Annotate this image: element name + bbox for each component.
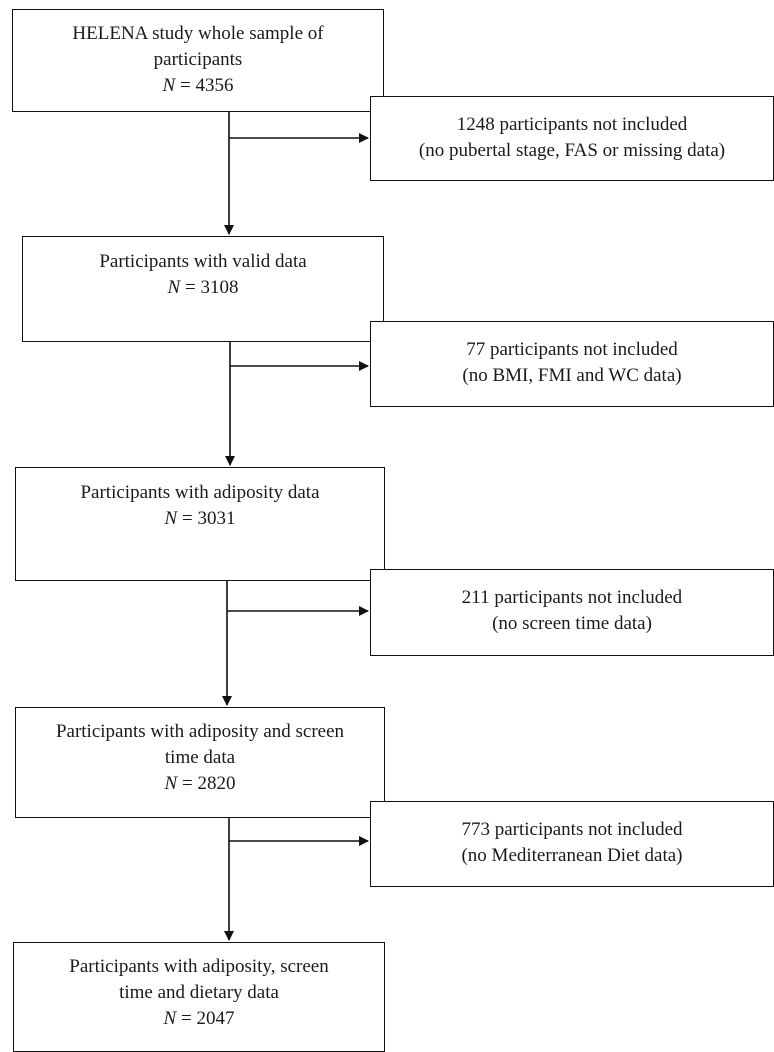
n-value: = 3108 (184, 277, 239, 298)
exclusion-reason: (no Mediterranean Diet data) (461, 845, 683, 866)
exclusion-count: 77 participants not included (466, 339, 678, 360)
n-label: N (163, 1008, 177, 1029)
sample-size: N = 4356 (13, 73, 383, 99)
box-text-line: Participants with adiposity and screen (55, 721, 345, 742)
sample-size: N = 3108 (23, 275, 383, 301)
box-text-line: time data (164, 747, 236, 768)
exclusion-box-1: 1248 participants not included (no puber… (370, 96, 774, 181)
whole-sample-box: HELENA study whole sample of participant… (12, 9, 384, 112)
adiposity-screen-time-box: Participants with adiposity and screen t… (15, 707, 385, 818)
exclusion-reason: (no screen time data) (492, 613, 652, 634)
box-text-line: time and dietary data (119, 982, 279, 1003)
valid-data-box: Participants with valid data N = 3108 (22, 236, 384, 342)
box-text-line: HELENA study whole sample of (72, 23, 324, 44)
box-text-line: participants (153, 49, 243, 70)
sample-size: N = 3031 (16, 506, 384, 532)
adiposity-data-box: Participants with adiposity data N = 303… (15, 467, 385, 581)
exclusion-box-2: 77 participants not included (no BMI, FM… (370, 321, 774, 407)
n-label: N (164, 508, 178, 529)
n-value: = 4356 (179, 75, 234, 96)
final-sample-box: Participants with adiposity, screen time… (13, 942, 385, 1052)
sample-size: N = 2047 (14, 1006, 384, 1032)
sample-size: N = 2820 (16, 771, 384, 797)
box-text-line: Participants with valid data (99, 251, 307, 272)
exclusion-count: 1248 participants not included (456, 114, 688, 135)
exclusion-count: 211 participants not included (461, 587, 683, 608)
n-label: N (167, 277, 181, 298)
n-value: = 3031 (181, 508, 236, 529)
box-text-line: Participants with adiposity data (80, 482, 320, 503)
exclusion-count: 773 participants not included (461, 819, 683, 840)
n-label: N (164, 773, 178, 794)
exclusion-reason: (no pubertal stage, FAS or missing data) (418, 140, 726, 161)
n-value: = 2047 (180, 1008, 235, 1029)
exclusion-box-4: 773 participants not included (no Medite… (370, 801, 774, 887)
box-text-line: Participants with adiposity, screen (69, 956, 329, 977)
exclusion-reason: (no BMI, FMI and WC data) (462, 365, 682, 386)
n-label: N (162, 75, 176, 96)
n-value: = 2820 (181, 773, 236, 794)
exclusion-box-3: 211 participants not included (no screen… (370, 569, 774, 656)
